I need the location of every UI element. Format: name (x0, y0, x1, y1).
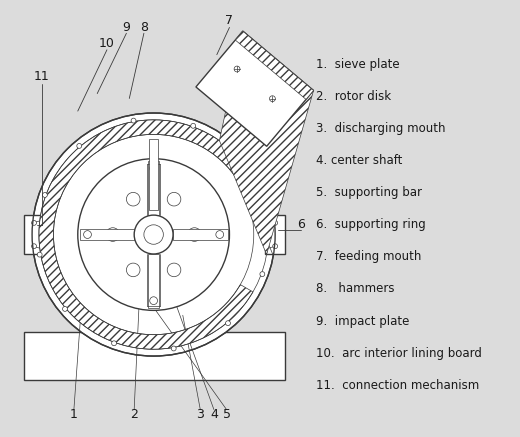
Text: 1.  sieve plate: 1. sieve plate (316, 58, 399, 71)
Circle shape (62, 306, 68, 311)
Circle shape (272, 244, 278, 249)
Text: 5.  supporting bar: 5. supporting bar (316, 186, 422, 199)
Text: 2.  rotor disk: 2. rotor disk (316, 90, 391, 103)
Circle shape (167, 192, 181, 206)
Bar (173, 229, 228, 240)
Bar (24, 332, 285, 380)
Circle shape (150, 165, 158, 172)
Polygon shape (196, 31, 314, 146)
Bar (148, 161, 160, 215)
Text: 10: 10 (99, 37, 115, 49)
Circle shape (32, 220, 36, 225)
Text: 10.  arc interior lining board: 10. arc interior lining board (316, 347, 482, 360)
Circle shape (32, 113, 275, 356)
Text: 6: 6 (297, 218, 305, 231)
Text: 4. center shaft: 4. center shaft (316, 154, 402, 167)
Text: 3: 3 (197, 408, 204, 421)
Bar (265, 215, 285, 254)
Circle shape (191, 123, 196, 128)
Text: 4: 4 (210, 408, 218, 421)
Circle shape (265, 212, 270, 217)
Circle shape (188, 228, 201, 241)
Text: 6.  supporting ring: 6. supporting ring (316, 218, 426, 231)
Circle shape (216, 231, 224, 239)
Bar (80, 229, 134, 240)
Circle shape (78, 159, 229, 310)
Text: 9.  impact plate: 9. impact plate (316, 315, 409, 328)
Text: 7.  feeding mouth: 7. feeding mouth (316, 250, 421, 264)
Circle shape (144, 225, 163, 244)
Bar (24, 215, 44, 254)
Text: 5: 5 (223, 408, 230, 421)
Circle shape (32, 244, 36, 249)
Text: 11: 11 (34, 69, 50, 83)
Bar (149, 139, 159, 210)
Circle shape (134, 215, 173, 254)
Circle shape (106, 228, 120, 241)
Circle shape (167, 263, 181, 277)
Bar (148, 254, 160, 309)
Circle shape (269, 96, 275, 101)
Circle shape (150, 297, 158, 305)
Circle shape (272, 220, 278, 225)
Circle shape (112, 341, 116, 346)
Circle shape (77, 143, 82, 148)
Circle shape (260, 272, 265, 277)
Text: 8: 8 (140, 21, 148, 34)
Circle shape (126, 263, 140, 277)
Polygon shape (235, 31, 314, 99)
Circle shape (240, 158, 245, 163)
Circle shape (37, 252, 42, 257)
Text: 2: 2 (130, 408, 138, 421)
Polygon shape (219, 31, 314, 254)
Circle shape (43, 193, 47, 198)
Circle shape (84, 231, 92, 239)
Circle shape (226, 321, 230, 326)
Text: 3.  discharging mouth: 3. discharging mouth (316, 122, 446, 135)
Circle shape (131, 118, 136, 123)
Polygon shape (39, 120, 253, 349)
Text: 9: 9 (122, 21, 131, 34)
Circle shape (171, 346, 176, 351)
Circle shape (234, 66, 240, 72)
Text: 11.  connection mechanism: 11. connection mechanism (316, 379, 479, 392)
Text: 8.   hammers: 8. hammers (316, 282, 395, 295)
Text: 1: 1 (70, 408, 78, 421)
Text: 7: 7 (226, 14, 233, 27)
Circle shape (126, 192, 140, 206)
